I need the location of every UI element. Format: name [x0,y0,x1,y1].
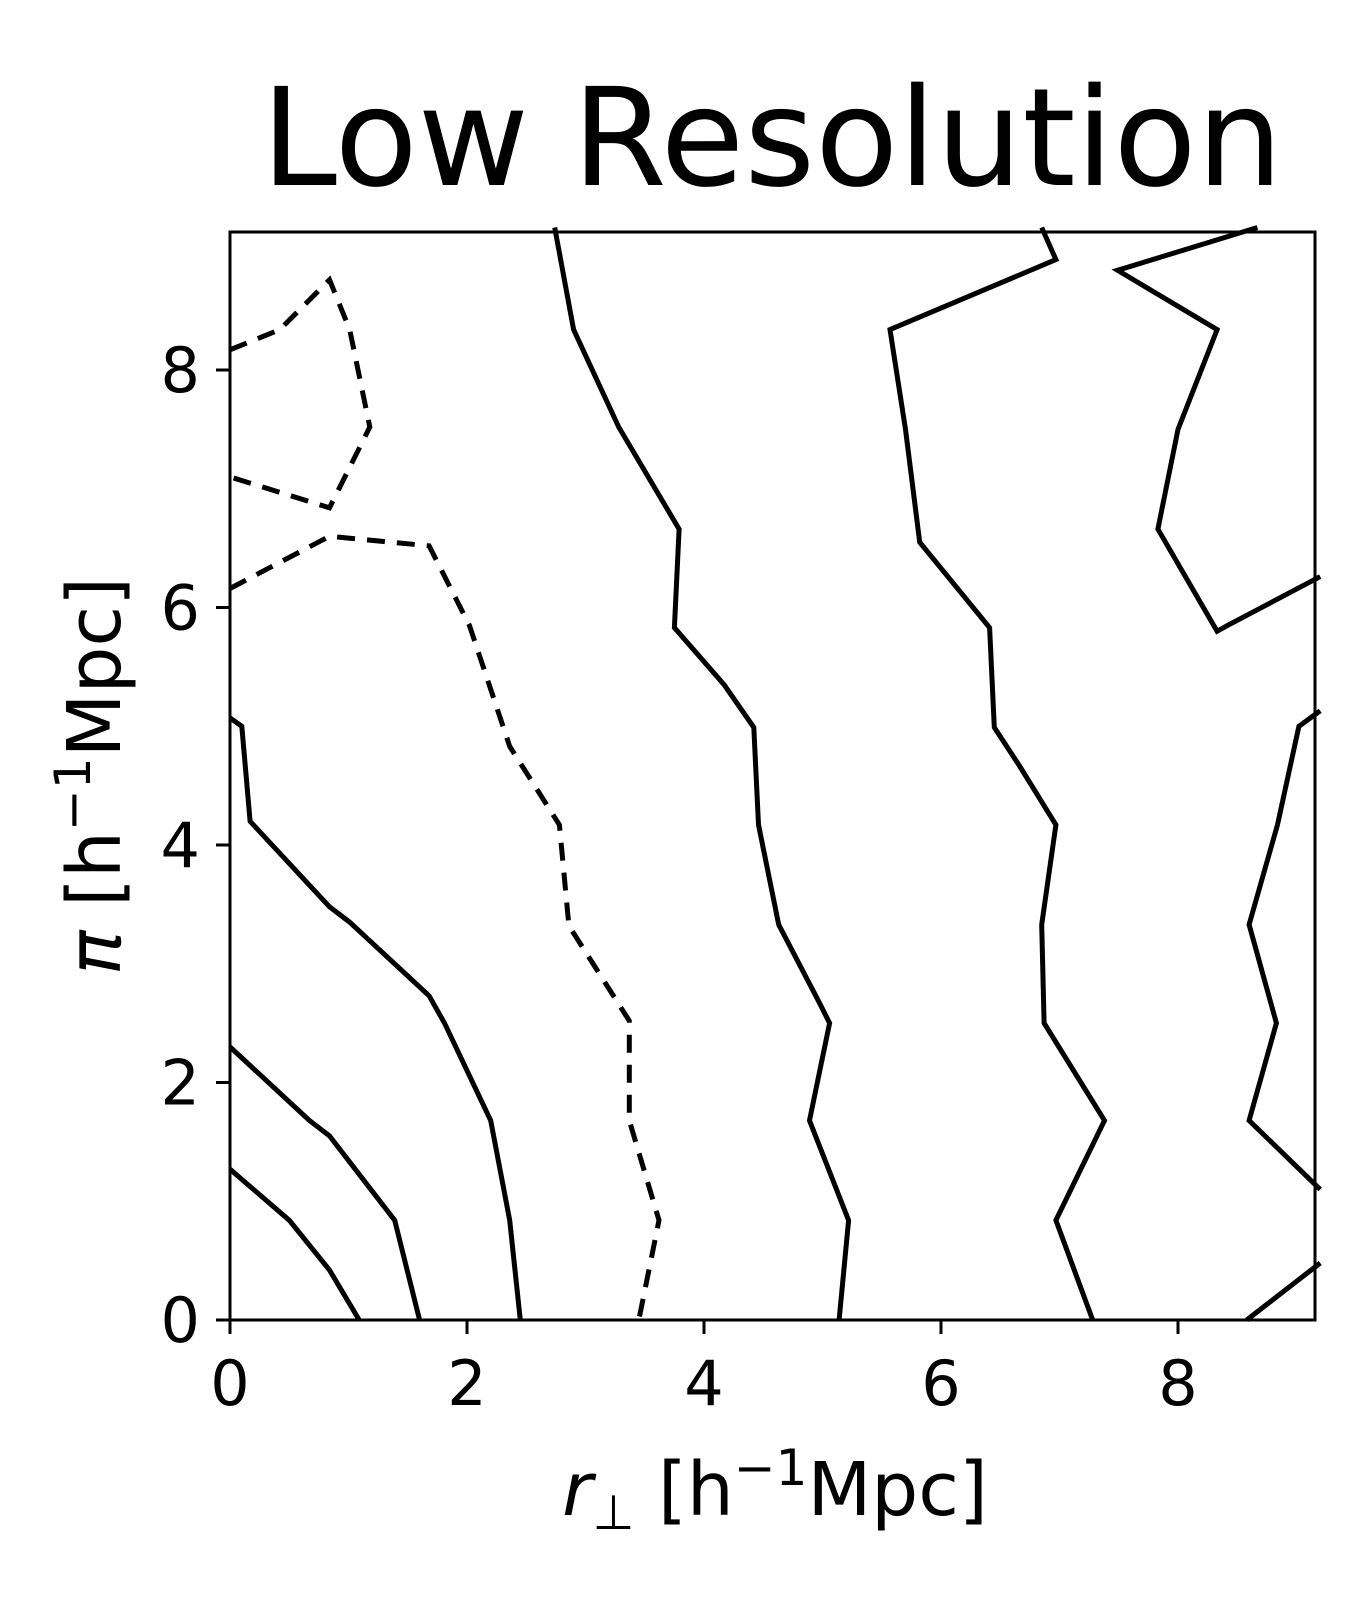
contour-line-solid [887,226,1108,1321]
chart-title: Low Resolution [261,60,1283,218]
contour-line-solid [1111,225,1322,635]
x-tick-label: 4 [684,1347,723,1420]
contour-line-dashed [228,533,662,1321]
y-tick-label: 0 [161,1284,200,1357]
x-tick-label: 8 [1158,1347,1197,1420]
contour-lines [228,225,1322,1322]
contour-line-solid [228,1167,362,1322]
y-axis-label: π [h−1Mpc] [44,577,138,975]
contour-line-solid [552,227,852,1321]
y-tick-label: 6 [161,572,200,645]
plot-frame [228,230,1317,1322]
y-tick-label: 4 [161,809,200,882]
contour-line-solid [1246,708,1322,1192]
contour-line-dashed [229,275,373,511]
y-tick-label: 2 [161,1047,200,1120]
x-axis-label: r⊥ [h−1Mpc] [562,1439,988,1541]
y-axis-ticks: 0 2 4 6 8 [161,334,230,1357]
x-axis-ticks: 0 2 4 6 8 [210,1320,1198,1420]
x-tick-label: 0 [210,1347,249,1420]
contour-line-solid [228,715,523,1321]
contour-line-solid [228,1045,423,1321]
contour-line-solid [1245,1261,1322,1322]
y-tick-label: 8 [161,334,200,407]
x-tick-label: 6 [921,1347,960,1420]
x-tick-label: 2 [447,1347,486,1420]
